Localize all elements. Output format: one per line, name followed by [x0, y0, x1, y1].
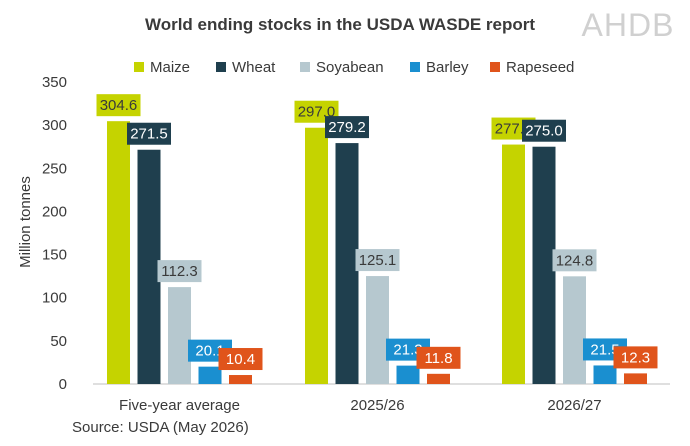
legend-swatch-maize [134, 62, 144, 72]
data-label-box [157, 260, 202, 283]
data-label-rapeseed-0: 10.4 [226, 351, 255, 368]
y-tick-label: 300 [42, 117, 67, 134]
legend-swatch-rapeseed [490, 62, 500, 72]
y-tick-label: 350 [42, 74, 67, 91]
x-axis-categories: Five-year average 2025/26 2026/27 [119, 397, 602, 414]
data-label-box [96, 94, 141, 117]
data-label-box [552, 249, 597, 272]
x-category-label: Five-year average [119, 397, 240, 414]
legend-label-wheat: Wheat [232, 59, 276, 76]
bar-barley-1 [396, 365, 420, 384]
chart-legend: Maize Wheat Soyabean Barley Rapeseed [134, 59, 574, 76]
data-label-soyabean-2: 124.8 [556, 252, 594, 269]
bar-wheat-1 [335, 143, 359, 384]
bar-soyabean-1 [366, 276, 389, 384]
data-label-box [355, 249, 400, 272]
data-label-barley-2: 21.5 [590, 341, 619, 358]
legend-swatch-barley [410, 62, 420, 72]
legend-label-soyabean: Soyabean [316, 59, 384, 76]
data-label-rapeseed-1: 11.8 [424, 350, 452, 367]
data-label-maize-0: 304.6 [100, 97, 138, 114]
x-category-label: 2025/26 [350, 397, 404, 414]
legend-swatch-soyabean [300, 62, 310, 72]
bar-maize-2 [502, 144, 525, 384]
data-label-soyabean-0: 112.3 [161, 263, 197, 280]
data-label-box [218, 348, 263, 371]
bar-barley-2 [593, 365, 617, 384]
data-label-soyabean-1: 125.1 [359, 252, 397, 269]
bar-soyabean-2 [563, 276, 586, 384]
data-label-box [127, 122, 171, 145]
y-axis-ticks: 0 50 100 150 200 250 300 350 [42, 74, 67, 393]
y-tick-label: 150 [42, 247, 67, 264]
bar-maize-1 [305, 127, 328, 384]
bar-rapeseed-1 [427, 373, 450, 384]
data-label-wheat-2: 275.0 [525, 123, 563, 140]
legend-label-barley: Barley [426, 59, 469, 76]
source-note: Source: USDA (May 2026) [72, 419, 249, 436]
chart-title: World ending stocks in the USDA WASDE re… [145, 15, 535, 34]
bar-soyabean-0 [168, 287, 191, 384]
legend-label-maize: Maize [150, 59, 190, 76]
ahdb-logo: AHDB [582, 7, 675, 43]
bar-maize-0 [107, 121, 130, 385]
y-tick-label: 50 [50, 333, 67, 350]
bar-wheat-2 [532, 146, 556, 384]
bar-barley-0 [198, 366, 222, 384]
data-label-barley-1: 21.3 [393, 342, 422, 359]
data-label-barley-0: 20.1 [195, 343, 224, 360]
data-label-box [613, 346, 658, 369]
y-tick-label: 250 [42, 160, 67, 177]
data-label-box [416, 346, 461, 369]
data-label-wheat-1: 279.2 [328, 119, 366, 136]
y-tick-label: 0 [59, 376, 67, 393]
y-tick-label: 100 [42, 290, 67, 307]
data-label-wheat-0: 271.5 [130, 126, 168, 143]
data-label-box [522, 119, 566, 142]
data-label-rapeseed-2: 12.3 [621, 349, 650, 366]
bar-rapeseed-0 [229, 375, 252, 384]
bar-wheat-0 [137, 149, 161, 384]
legend-label-rapeseed: Rapeseed [506, 59, 574, 76]
bars-group [107, 121, 647, 385]
bar-rapeseed-2 [624, 373, 647, 384]
y-axis-label: Million tonnes [17, 176, 34, 268]
x-category-label: 2026/27 [547, 397, 601, 414]
y-tick-label: 200 [42, 203, 67, 220]
legend-swatch-wheat [216, 62, 226, 72]
data-label-box [325, 116, 369, 139]
